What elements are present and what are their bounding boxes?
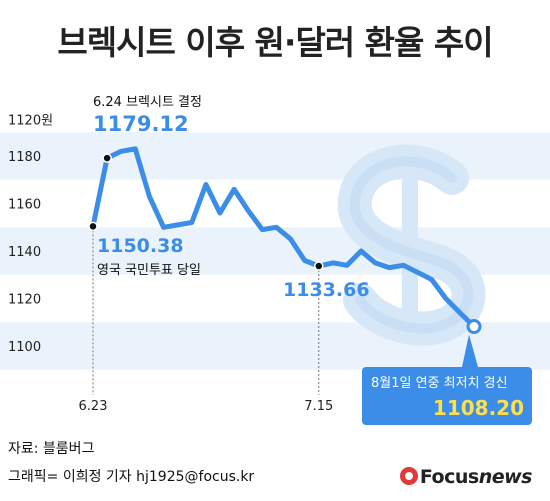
series-line [90, 146, 477, 329]
annotation-label: 6.24 브렉시트 결정 [93, 95, 202, 110]
x-tick-label: 7.15 [304, 399, 333, 414]
grid-bands [0, 132, 550, 370]
annotation-label: 8월1일 연중 최저치 경신 [371, 376, 508, 391]
annotation-value: 1150.38 [97, 235, 184, 257]
callout-pointer [462, 334, 478, 367]
annotation-value: 1108.20 [433, 396, 524, 420]
credit-note: 그래픽= 이희정 기자 hj1925@focus.kr [8, 469, 255, 485]
low-point-marker [466, 319, 482, 335]
point-marker [102, 153, 112, 163]
page-title: 브렉시트 이후 원·달러 환율 추이 [57, 23, 493, 62]
annotations: 6.24 브렉시트 결정 1179.12 1150.38 영국 국민투표 당일 1133… [88, 95, 532, 425]
y-tick-label: 1140 [8, 245, 41, 260]
dollar-sign-icon [337, 144, 486, 346]
y-tick-label: 1180 [8, 150, 41, 165]
x-axis: 6.23 7.15 [79, 399, 334, 414]
callout-box [362, 367, 532, 425]
y-unit-label: 1120원 [8, 113, 53, 128]
y-axis: 1120원 1100 1120 1140 1160 1180 [8, 113, 53, 355]
annotation-value: 1133.66 [283, 279, 370, 301]
focus-news-logo: Focusnews [399, 466, 533, 488]
logo-prefix: Focus [419, 466, 479, 488]
x-tick-label: 6.23 [79, 399, 108, 414]
series-group [90, 146, 477, 329]
logo-suffix: news [478, 466, 533, 488]
guide-lines [92, 226, 320, 395]
y-tick-label: 1100 [8, 340, 41, 355]
annotation-label: 영국 국민투표 당일 [97, 263, 201, 278]
y-tick-label: 1120 [8, 293, 41, 308]
logo-circle-icon [399, 467, 418, 485]
point-marker [314, 261, 324, 271]
y-tick-label: 1160 [8, 198, 41, 213]
annotation-value: 1179.12 [93, 112, 189, 136]
point-marker [88, 221, 98, 232]
source-note: 자료: 블룸버그 [8, 441, 95, 457]
